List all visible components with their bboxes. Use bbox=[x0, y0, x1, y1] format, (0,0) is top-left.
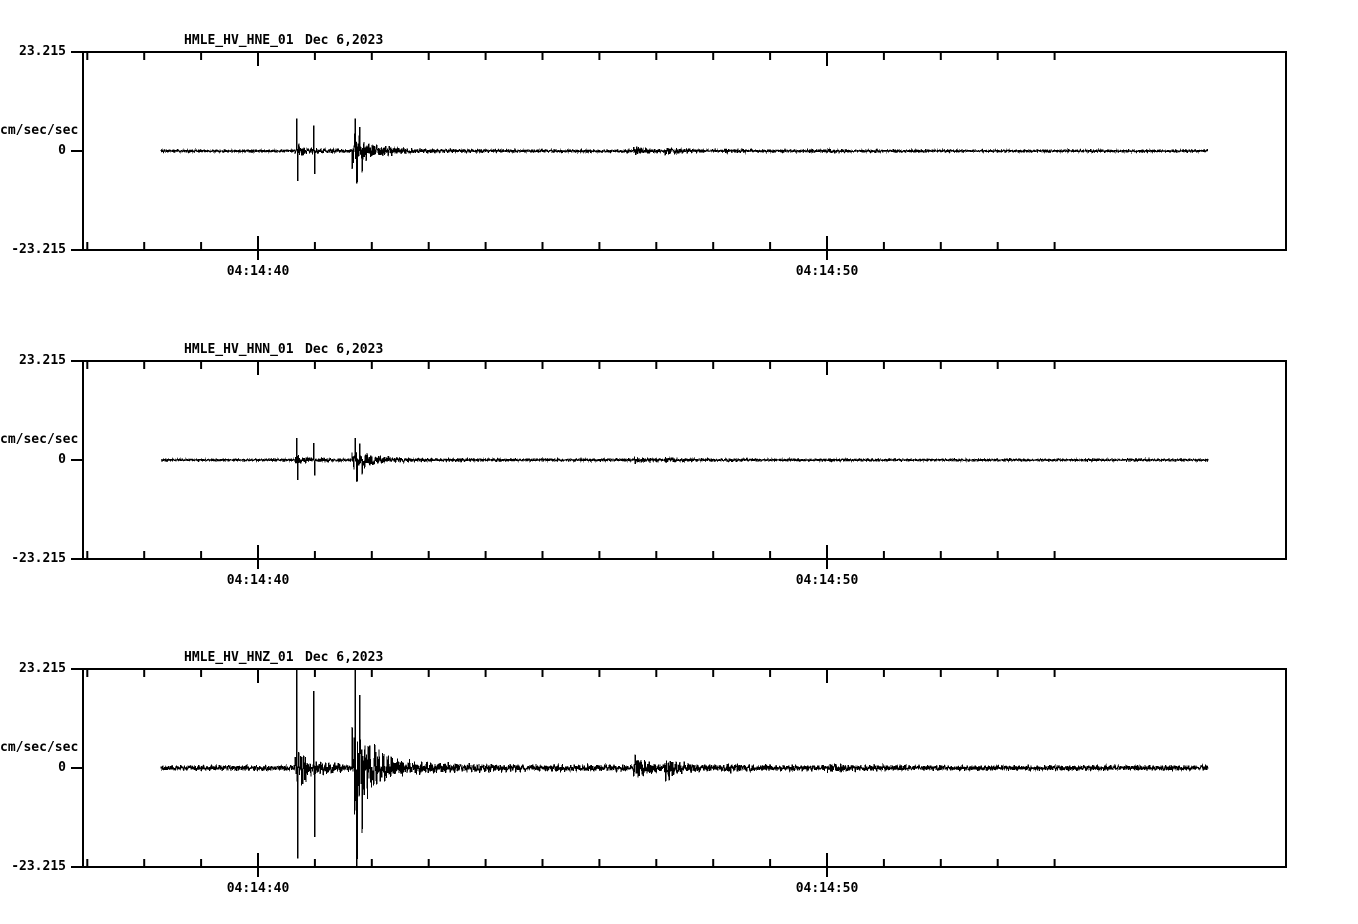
panel-date: Dec 6,2023 bbox=[305, 650, 384, 665]
seismogram-panel: HMLE_HV_HNN_01 Dec 6,2023 23.215 cm/sec/… bbox=[0, 341, 1358, 601]
plot-area bbox=[71, 360, 1287, 569]
waveform-trace bbox=[160, 118, 1209, 184]
x-axis-tick-label: 04:14:40 bbox=[226, 881, 290, 896]
x-axis-tick-label: 04:14:50 bbox=[795, 881, 859, 896]
axis-ticks bbox=[86, 52, 1056, 260]
waveform-trace bbox=[160, 438, 1209, 482]
y-axis-zero-label: 0 bbox=[58, 452, 66, 467]
seismogram-panel: HMLE_HV_HNZ_01 Dec 6,2023 23.215 cm/sec/… bbox=[0, 649, 1358, 909]
panel-date: Dec 6,2023 bbox=[305, 342, 384, 357]
y-axis-units-label: cm/sec/sec bbox=[0, 740, 79, 755]
panel-date: Dec 6,2023 bbox=[305, 33, 384, 48]
y-axis-min-label: -23.215 bbox=[11, 242, 66, 257]
x-axis-tick-label: 04:14:50 bbox=[795, 573, 859, 588]
panel-title: HMLE_HV_HNE_01 bbox=[184, 33, 294, 48]
y-axis-units-label: cm/sec/sec bbox=[0, 432, 79, 447]
seismogram-panel: HMLE_HV_HNE_01 Dec 6,2023 23.215 cm/sec/… bbox=[0, 32, 1358, 292]
y-axis-zero-label: 0 bbox=[58, 760, 66, 775]
plot-area bbox=[71, 668, 1287, 877]
y-axis-ticks bbox=[71, 360, 83, 560]
y-axis-zero-label: 0 bbox=[58, 143, 66, 158]
y-axis-units-label: cm/sec/sec bbox=[0, 123, 79, 138]
plot-area bbox=[71, 51, 1287, 260]
x-axis-tick-label: 04:14:40 bbox=[226, 573, 290, 588]
y-axis-max-label: 23.215 bbox=[19, 44, 66, 59]
panel-title: HMLE_HV_HNN_01 bbox=[184, 342, 294, 357]
y-axis-max-label: 23.215 bbox=[19, 661, 66, 676]
axis-ticks bbox=[86, 669, 1056, 877]
y-axis-min-label: -23.215 bbox=[11, 551, 66, 566]
x-axis-tick-label: 04:14:40 bbox=[226, 264, 290, 279]
panel-title: HMLE_HV_HNZ_01 bbox=[184, 650, 294, 665]
x-axis-tick-label: 04:14:50 bbox=[795, 264, 859, 279]
waveform-trace bbox=[160, 669, 1209, 867]
y-axis-ticks bbox=[71, 51, 83, 251]
y-axis-max-label: 23.215 bbox=[19, 353, 66, 368]
y-axis-min-label: -23.215 bbox=[11, 859, 66, 874]
axis-ticks bbox=[86, 361, 1056, 569]
y-axis-ticks bbox=[71, 668, 83, 868]
